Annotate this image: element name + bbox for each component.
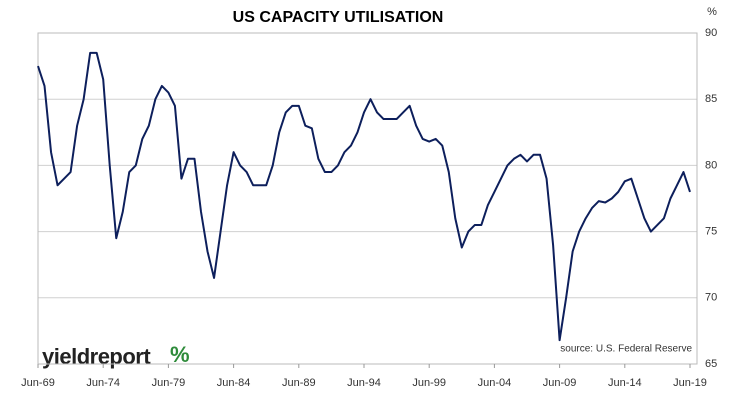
logo-symbol: %	[170, 342, 190, 367]
x-tick-label: Jun-09	[543, 377, 577, 389]
y-tick-label: 65	[705, 358, 717, 370]
x-tick-label: Jun-74	[86, 377, 120, 389]
source: source: U.S. Federal Reserve	[560, 344, 692, 355]
y-tick-label: 85	[705, 93, 717, 105]
x-tick-label: Jun-69	[21, 377, 55, 389]
x-tick-label: Jun-94	[347, 377, 381, 389]
y-tick-label: 90	[705, 27, 717, 39]
y-tick-label: 80	[705, 159, 717, 171]
plot-border	[37, 32, 698, 365]
x-tick-label: Jun-84	[217, 377, 251, 389]
x-tick-label: Jun-14	[608, 377, 642, 389]
x-tick-label: Jun-99	[412, 377, 446, 389]
logo: yieldreport	[42, 344, 151, 369]
line	[37, 51, 691, 342]
x-tick-label: Jun-04	[478, 377, 512, 389]
y-tick-label: 70	[705, 292, 717, 304]
y-tick-label: 75	[705, 226, 717, 238]
x-tick-label: Jun-79	[152, 377, 186, 389]
chart-title: US CAPACITY UTILISATION	[233, 9, 444, 26]
x-tick-label: Jun-89	[282, 377, 316, 389]
unit-label: %	[707, 6, 717, 18]
x-tick-label: Jun-19	[673, 377, 707, 389]
